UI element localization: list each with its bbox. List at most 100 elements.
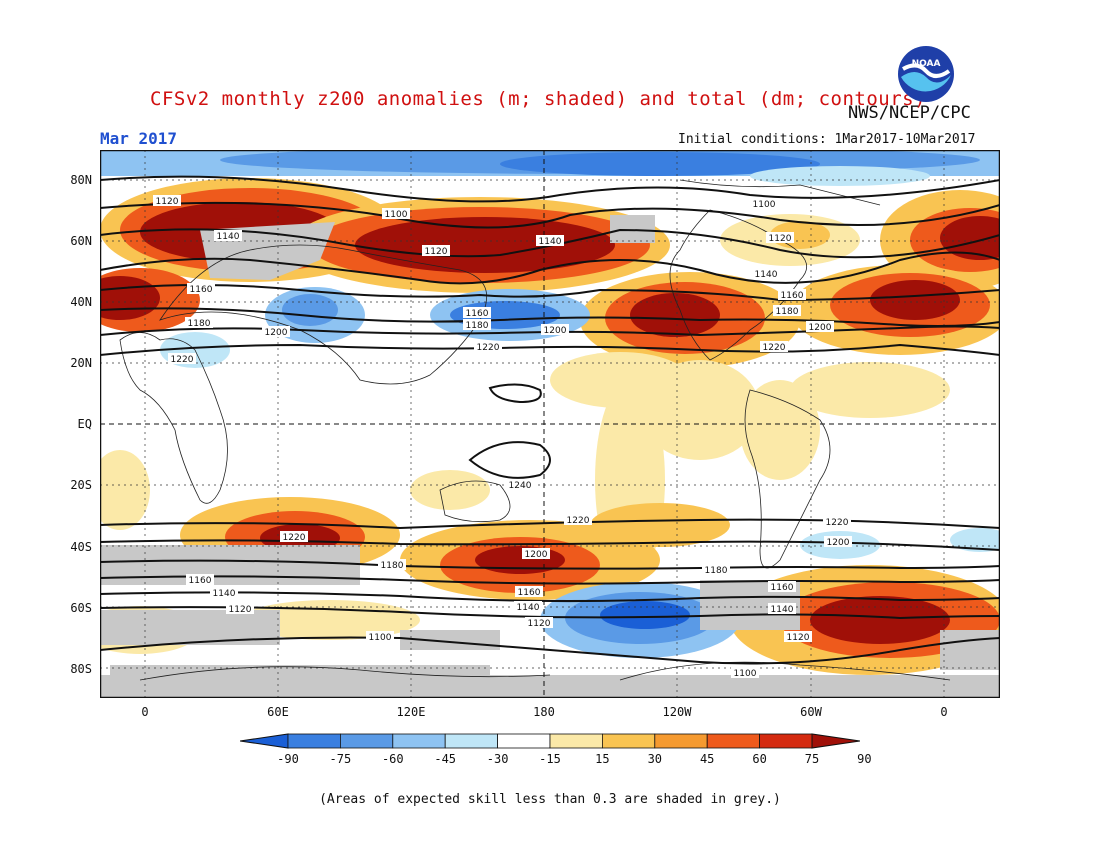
- contour-label-1140-a: 1140: [214, 230, 242, 242]
- colorbar-swatch: [706, 733, 761, 749]
- contour-label-1160-f: 1160: [768, 581, 796, 593]
- contour-label-1180-d: 1180: [378, 559, 406, 571]
- contour-label-1140-b: 1140: [536, 235, 564, 247]
- contour-label-1120-f: 1120: [784, 631, 812, 643]
- contour-label-text: 1140: [771, 605, 794, 615]
- contour-label-text: 1120: [229, 605, 252, 615]
- contour-label-text: 1180: [381, 561, 404, 571]
- contour-label-text: 1220: [826, 518, 849, 528]
- colorbar-swatch: [654, 733, 708, 749]
- contour-label-text: 1140: [517, 603, 540, 613]
- contour-label-1220-c: 1220: [760, 341, 788, 353]
- lon-label-60w: 60W: [800, 705, 822, 719]
- contour-label-text: 1100: [369, 633, 392, 643]
- colorbar-swatch: [497, 733, 551, 749]
- lat-label-20s: 20S: [70, 478, 92, 492]
- contour-label-text: 1160: [518, 588, 541, 598]
- colorbar-label: 75: [804, 752, 820, 766]
- colorbar: [240, 733, 860, 749]
- contour-label-text: 1220: [567, 516, 590, 526]
- colorbar-label: -60: [381, 752, 404, 766]
- contour-label-1220-e: 1220: [564, 514, 592, 526]
- colorbar-swatch: [601, 733, 656, 749]
- colorbar-arrow-low: [240, 733, 289, 749]
- lat-label-20n: 20N: [70, 356, 92, 370]
- contour-label-1220-b: 1220: [474, 341, 502, 353]
- footnote: (Areas of expected skill less than 0.3 a…: [319, 792, 781, 807]
- noaa-logo-icon: NOAA: [898, 46, 954, 102]
- contour-label-1200-a: 1200: [262, 326, 290, 338]
- contour-label-1120-e: 1120: [525, 617, 553, 629]
- contour-label-1220-f: 1220: [823, 516, 851, 528]
- lon-label-0-east: 0: [940, 705, 948, 719]
- colorbar-label: -15: [539, 752, 561, 766]
- contour-label-text: 1220: [171, 355, 194, 365]
- contour-label-text: 1160: [466, 309, 489, 319]
- contour-label-text: 1100: [385, 210, 408, 220]
- lon-label-180: 180: [533, 705, 555, 719]
- contour-label-1200-d: 1200: [522, 548, 550, 560]
- contour-label-text: 1120: [787, 633, 810, 643]
- contour-label-1200-b: 1200: [541, 324, 569, 336]
- month-label: Mar 2017: [100, 129, 178, 148]
- contour-label-text: 1100: [734, 669, 757, 679]
- contour-label-1100-b: 1100: [750, 198, 778, 210]
- contour-label-1200-c: 1200: [806, 321, 834, 333]
- initial-conditions-label: Initial conditions: 1Mar2017-10Mar2017: [678, 132, 976, 147]
- lat-label-eq: EQ: [77, 417, 92, 431]
- subtropical-positive-anomaly: [550, 265, 1000, 460]
- colorbar-swatch: [392, 733, 446, 749]
- lat-label-40s: 40S: [70, 540, 92, 554]
- contour-label-1160-b: 1160: [463, 307, 491, 319]
- lat-label-60s: 60S: [70, 601, 92, 615]
- colorbar-label: -90: [277, 752, 299, 766]
- chart-title: CFSv2 monthly z200 anomalies (m; shaded)…: [150, 88, 927, 110]
- contour-label-text: 1160: [190, 285, 213, 295]
- contour-label-1120-d: 1120: [226, 603, 254, 615]
- graticule: [100, 150, 1000, 698]
- lat-label-80s: 80S: [70, 662, 92, 676]
- contour-label-text: 1220: [477, 343, 500, 353]
- contour-label-text: 1200: [525, 550, 548, 560]
- colorbar-label: -30: [486, 752, 509, 766]
- arctic-negative-anomaly: [100, 150, 1000, 186]
- contour-label-text: 1120: [769, 234, 792, 244]
- contour-label-1120-a: 1120: [153, 195, 181, 207]
- lon-label-120e: 120E: [396, 705, 426, 719]
- colorbar-swatch: [287, 733, 341, 749]
- contour-label-1240: 1240: [506, 479, 534, 491]
- lat-label-80n: 80N: [70, 173, 92, 187]
- contour-label-text: 1160: [189, 576, 212, 586]
- contour-label-text: 1220: [283, 533, 306, 543]
- contour-label-1220-a: 1220: [168, 353, 196, 365]
- contour-label-1160-e: 1160: [515, 586, 543, 598]
- contour-label-text: 1140: [539, 237, 562, 247]
- contour-label-1100-d: 1100: [731, 667, 759, 679]
- colorbar-label: 90: [857, 752, 872, 766]
- map-frame: [100, 150, 1000, 698]
- colorbar-label: 15: [595, 752, 610, 766]
- colorbar-label: -75: [329, 752, 352, 766]
- contour-label-text: 1100: [753, 200, 776, 210]
- contour-label-text: 1160: [781, 291, 804, 301]
- colorbar-label: 60: [752, 752, 767, 766]
- contour-label-text: 1120: [156, 197, 179, 207]
- contour-label-1120-b: 1120: [422, 245, 450, 257]
- colorbar-swatch: [759, 733, 813, 749]
- lon-label-60e: 60E: [267, 705, 289, 719]
- contour-label-1160-d: 1160: [186, 574, 214, 586]
- contour-label-text: 1180: [776, 307, 799, 317]
- contour-label-text: 1220: [763, 343, 786, 353]
- contour-label-text: 1200: [827, 538, 850, 548]
- contour-label-text: 1180: [466, 321, 489, 331]
- contour-label-text: 1200: [809, 323, 832, 333]
- height-contours: [100, 175, 1000, 665]
- colorbar-swatch: [549, 733, 603, 749]
- contour-label-1140-f: 1140: [768, 603, 796, 615]
- contour-label-1180-b: 1180: [463, 319, 491, 331]
- contour-label-text: 1120: [528, 619, 551, 629]
- contour-label-text: 1140: [217, 232, 240, 242]
- contour-label-text: 1180: [188, 319, 211, 329]
- contour-label-text: 1120: [425, 247, 448, 257]
- contour-label-1140-c: 1140: [752, 268, 780, 280]
